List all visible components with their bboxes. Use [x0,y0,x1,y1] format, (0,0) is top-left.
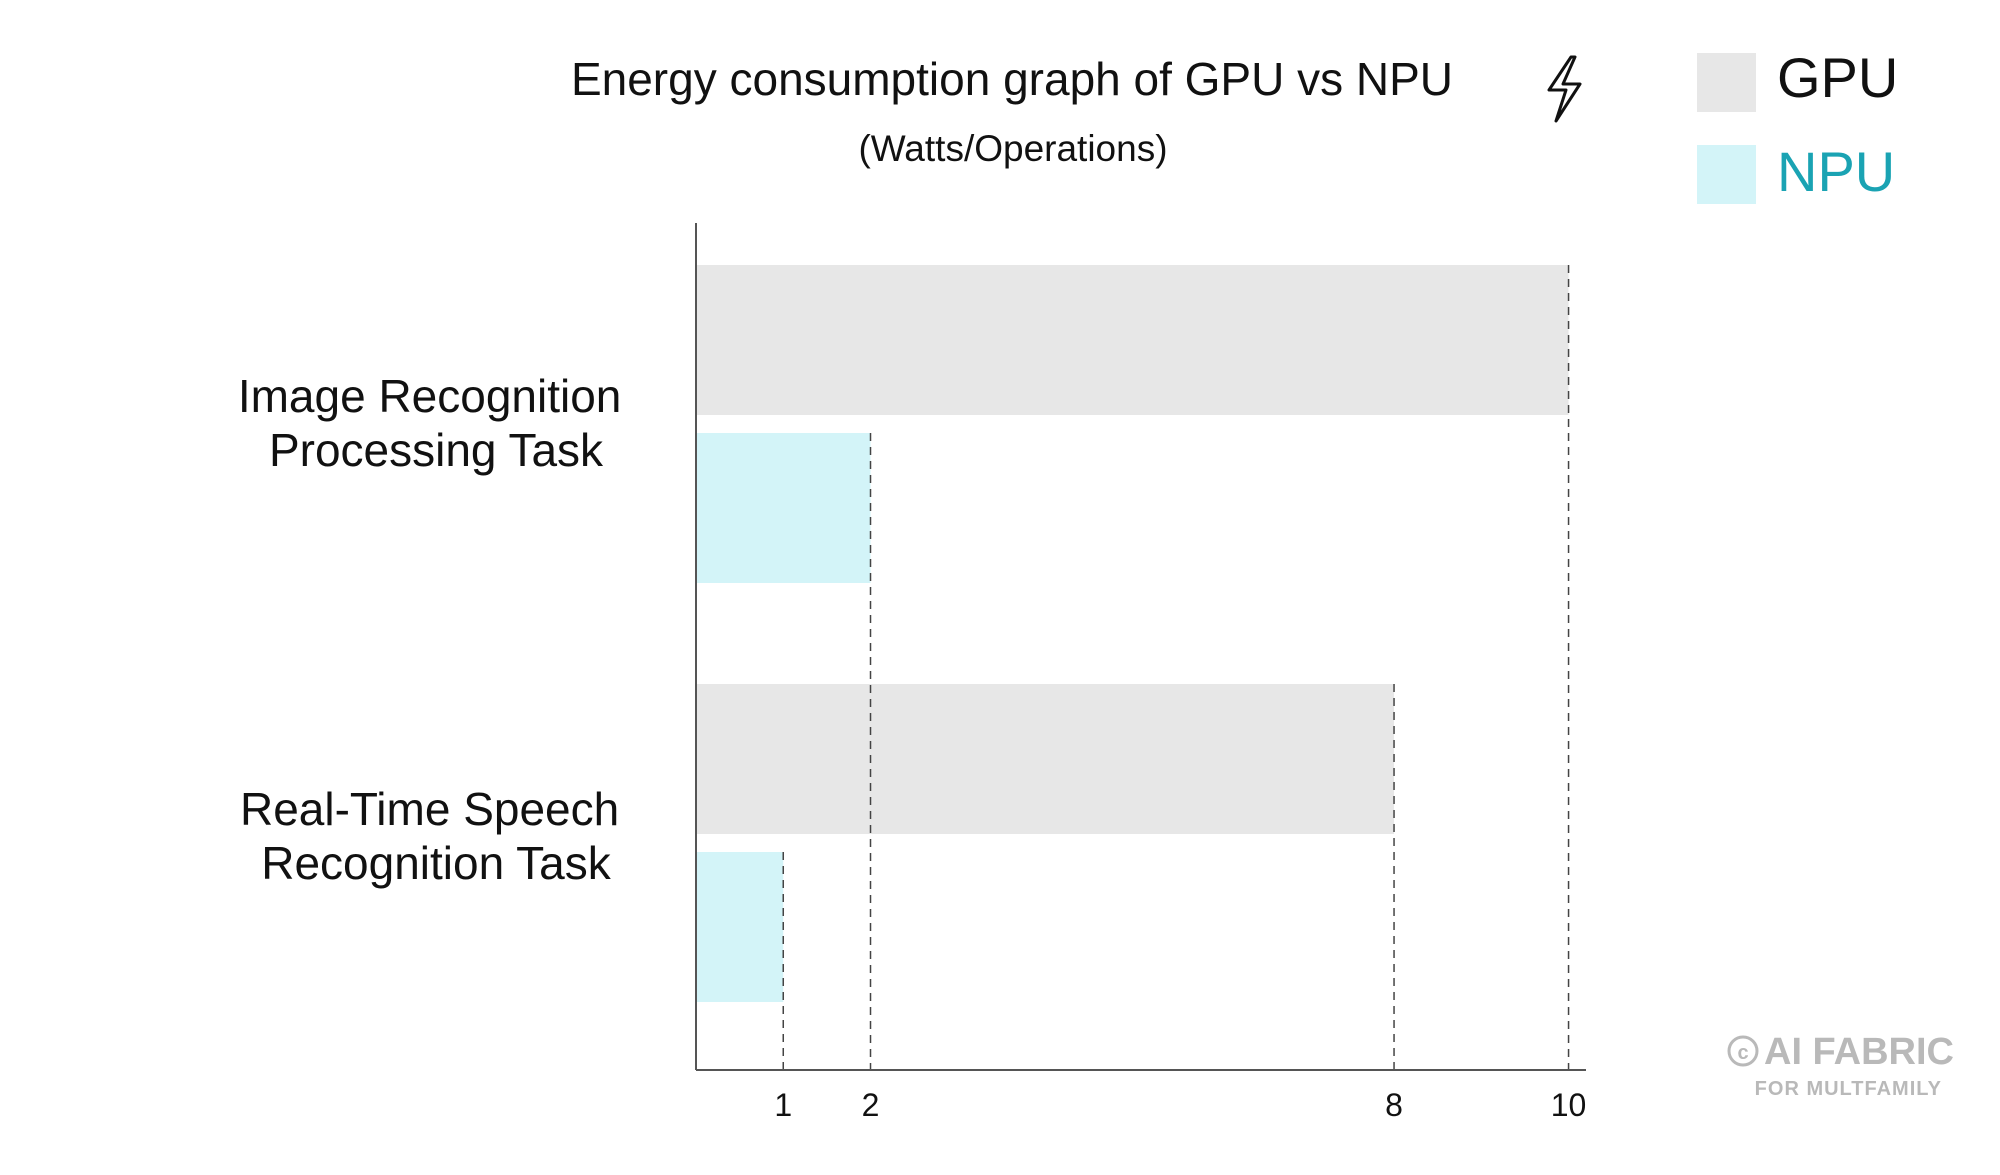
copyright-symbol: c [1737,1042,1748,1064]
x-tick-labels: 1 2 8 10 [774,1087,1586,1123]
legend: GPU NPU [1697,46,1898,204]
category-label-line: Recognition Task [261,837,611,889]
x-tick-label-2: 2 [862,1087,880,1123]
category-label-line: Image Recognition [238,370,622,422]
watermark-brand: AI FABRIC [1764,1031,1954,1073]
chart-title: Energy consumption graph of GPU vs NPU [571,53,1453,105]
bars [697,265,1569,1002]
x-tick-label-10: 10 [1551,1087,1587,1123]
category-label-line: Processing Task [269,424,604,476]
legend-swatch-npu [1697,145,1756,204]
bar-npu-speech-recognition [697,852,784,1002]
bar-gpu-image-recognition [697,265,1569,415]
watermark: c AI FABRIC FOR MULTFAMILY [1727,1031,1954,1100]
bar-npu-image-recognition [697,433,871,583]
chart-subtitle: (Watts/Operations) [858,128,1167,169]
category-labels: Image Recognition Processing Task Real-T… [238,370,634,889]
watermark-tagline: FOR MULTFAMILY [1755,1078,1942,1100]
x-tick-label-8: 8 [1385,1087,1403,1123]
lightning-bolt-icon [1547,55,1582,123]
legend-label-npu: NPU [1777,140,1895,203]
x-tick-label-1: 1 [774,1087,792,1123]
legend-swatch-gpu [1697,53,1756,112]
bar-gpu-speech-recognition [697,684,1395,834]
copyright-icon [1727,1035,1759,1067]
category-label-image-recognition: Image Recognition Processing Task [238,370,634,476]
category-label-speech-recognition: Real-Time Speech Recognition Task [240,783,632,889]
category-label-line: Real-Time Speech [240,783,619,835]
legend-label-gpu: GPU [1777,46,1898,109]
